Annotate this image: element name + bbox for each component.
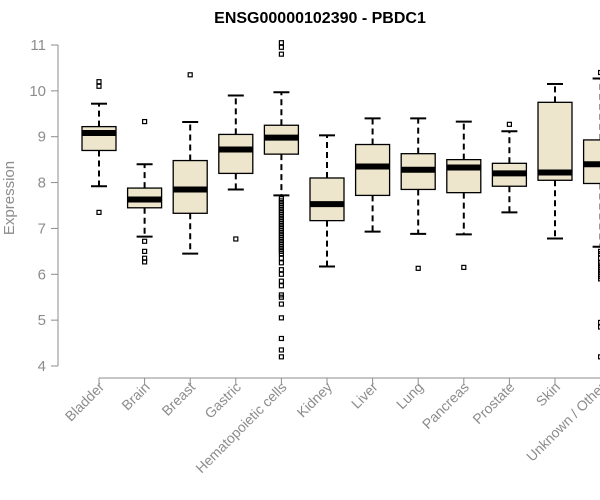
box-gastric (218, 94, 254, 242)
box-brain (126, 118, 163, 265)
outlier-point (597, 319, 600, 326)
outlier-point (278, 301, 284, 307)
outlier-point (597, 69, 600, 76)
outlier-point (96, 209, 102, 215)
outlier-point (506, 121, 512, 127)
outlier-point (142, 118, 148, 125)
x-tick-label: Lung (393, 379, 426, 412)
outlier-point (278, 271, 284, 277)
y-tick-label: 9 (38, 129, 46, 146)
x-tick-label: Gastric (201, 379, 244, 422)
x-tick-label: Kidney (294, 379, 336, 421)
outlier-point (278, 260, 284, 266)
iqr-box (537, 101, 573, 181)
outlier-point (278, 40, 284, 46)
outlier-point (233, 236, 239, 242)
x-tick-label: Hematopoietic cells (192, 379, 289, 476)
outlier-point (597, 354, 600, 360)
iqr-box (354, 143, 391, 197)
outlier-point (461, 264, 467, 271)
box-liver (354, 117, 391, 233)
iqr-box (309, 177, 345, 222)
box-pancreas (446, 120, 482, 271)
box-bladder (81, 79, 117, 215)
box-unknown-other (582, 69, 600, 360)
outlier-point (278, 335, 284, 342)
box-breast (172, 72, 208, 255)
outlier-point (142, 259, 148, 265)
outlier-point (278, 354, 284, 360)
outlier-point (278, 347, 284, 353)
chart-title: ENSG00000102390 - PBDC1 (214, 10, 426, 27)
y-axis: 4 5 6 7 8 9 10 11 (29, 37, 59, 375)
box-prostate (491, 121, 528, 214)
outlier-point (597, 251, 600, 257)
outlier-point (278, 315, 284, 321)
x-tick-label: Pancreas (419, 379, 472, 432)
x-tick-label: Breast (158, 379, 198, 419)
y-tick-label: 7 (38, 220, 46, 237)
iqr-box (218, 133, 254, 175)
outlier-point (96, 79, 102, 85)
box-kidney (309, 134, 345, 268)
y-tick-label: 10 (29, 83, 46, 100)
y-tick-label: 8 (38, 175, 46, 192)
outlier-point (278, 44, 284, 50)
y-axis-label: Expression (1, 161, 18, 235)
y-tick-label: 11 (30, 37, 46, 54)
outlier-point (415, 265, 421, 271)
x-tick-label: Liver (348, 379, 381, 412)
outlier-point (597, 255, 600, 261)
outlier-point (142, 248, 148, 254)
y-tick-label: 4 (38, 358, 46, 375)
outlier-point (187, 72, 193, 78)
outlier-point (278, 278, 284, 284)
outlier-point (96, 83, 102, 89)
box-skin (537, 82, 573, 240)
x-tick-label: Skin (533, 379, 564, 410)
x-tick-label: Bladder (62, 379, 108, 425)
outlier-point (597, 324, 600, 330)
box-lung (400, 117, 436, 271)
outlier-point (278, 283, 284, 289)
y-tick-label: 5 (38, 312, 46, 329)
y-tick-label: 6 (38, 266, 46, 283)
x-tick-label: Prostate (469, 379, 517, 427)
outlier-point (278, 51, 284, 57)
outlier-point (142, 238, 148, 244)
x-tick-label: Brain (118, 379, 152, 413)
outlier-point (278, 255, 284, 261)
box-hematopoietic-cells (263, 40, 300, 360)
outlier-point (278, 267, 284, 273)
boxes (81, 40, 600, 360)
outlier-point (597, 276, 600, 282)
outlier-point (278, 294, 284, 300)
